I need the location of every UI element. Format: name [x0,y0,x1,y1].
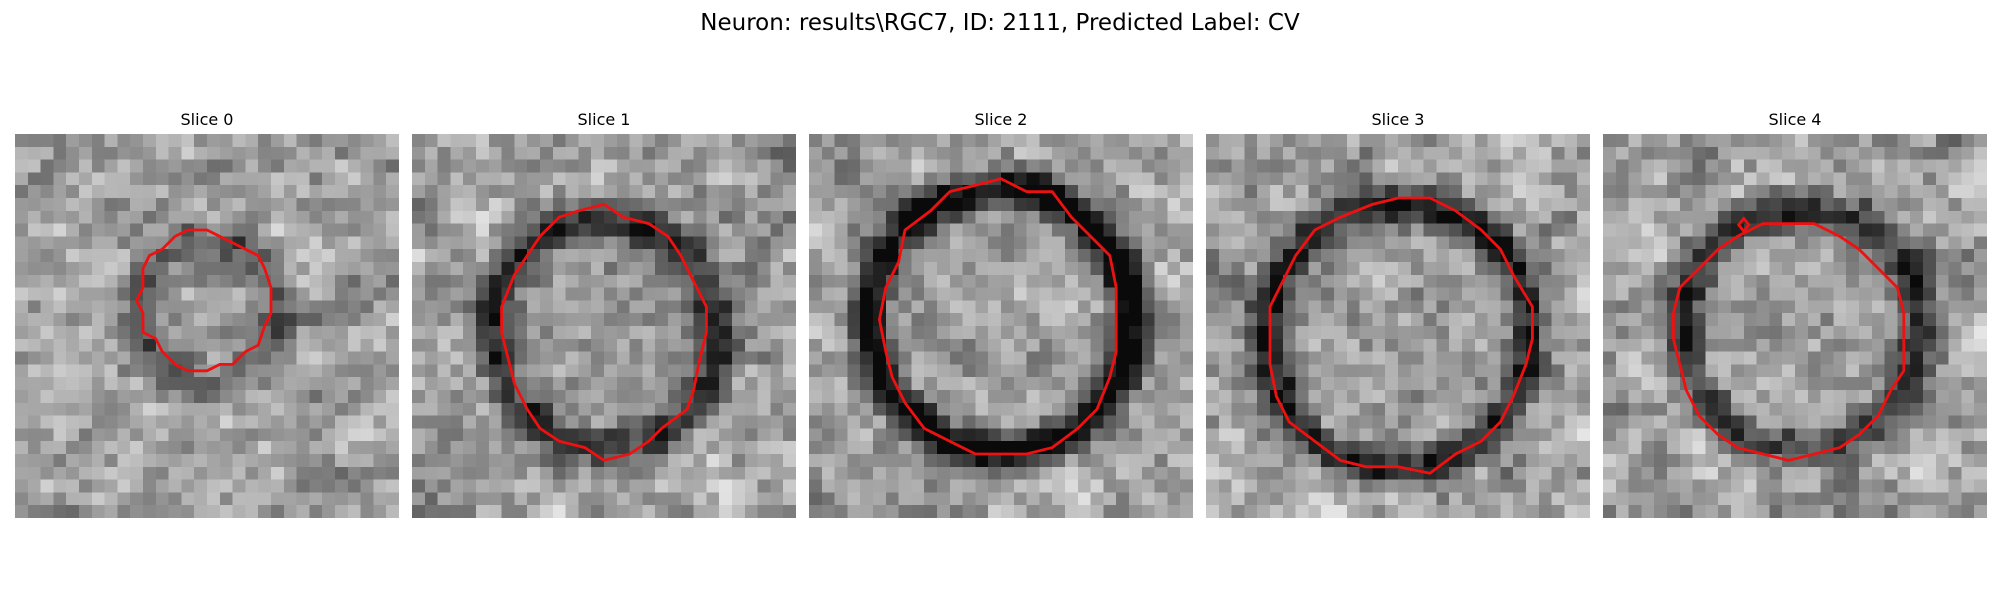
slice-title: Slice 4 [1768,110,1822,129]
slice-panel-3: Slice 3 [1206,110,1590,518]
slice-panel-1: Slice 1 [412,110,796,518]
pixel-grid [412,134,796,518]
pixel-grid [1206,134,1590,518]
slice-image [1206,134,1590,518]
contour-outline [500,202,708,462]
slice-title: Slice 1 [577,110,631,129]
pixel-grid [1603,134,1987,518]
slice-image [809,134,1193,518]
contour-outline [877,177,1118,456]
slice-image [15,134,399,518]
slice-image [412,134,796,518]
slice-panel-2: Slice 2 [809,110,1193,518]
slice-title: Slice 2 [974,110,1028,129]
pixel-grid [809,134,1193,518]
slice-panel-0: Slice 0 [15,110,399,518]
pixel-grid [15,134,399,518]
slice-title: Slice 0 [180,110,234,129]
slice-panel-4: Slice 4 [1603,110,1987,518]
contour-marker [1736,216,1751,234]
slice-image [1603,134,1987,518]
contour-outline [1268,196,1534,475]
figure-title: Neuron: results\RGC7, ID: 2111, Predicte… [700,10,1300,36]
contour-outline [135,228,273,373]
slice-title: Slice 3 [1371,110,1425,129]
contour-outline [1671,222,1906,462]
